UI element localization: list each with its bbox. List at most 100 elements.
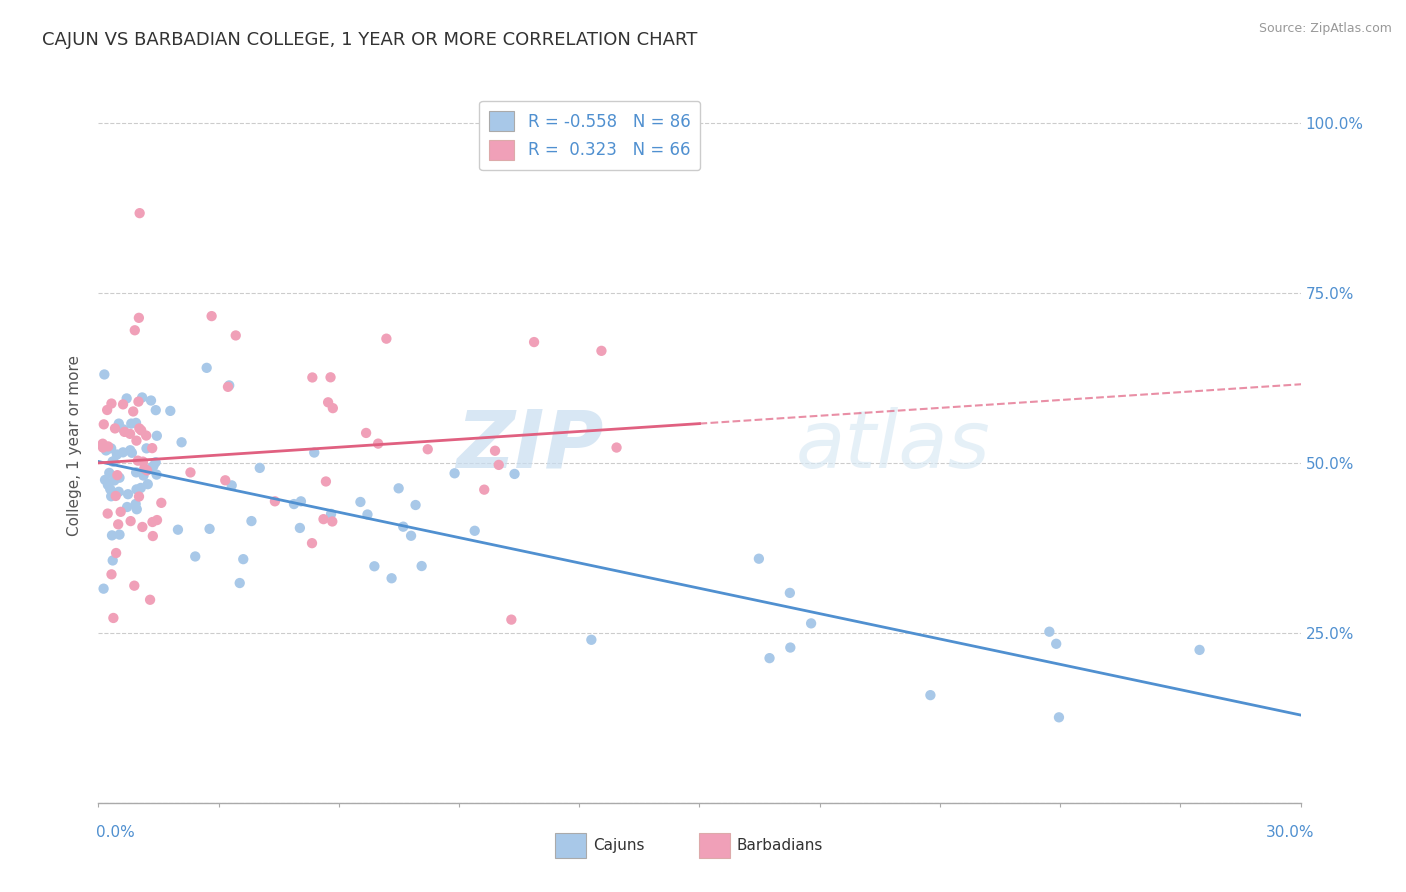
Point xyxy=(381,571,404,585)
Point xyxy=(523,334,546,349)
Point xyxy=(100,396,122,410)
Point xyxy=(108,471,131,485)
Point xyxy=(232,552,254,566)
Point xyxy=(124,323,146,337)
Point xyxy=(375,332,398,346)
Point xyxy=(115,392,138,406)
Point xyxy=(606,441,628,455)
Point xyxy=(97,439,120,453)
Point xyxy=(101,553,124,567)
Point xyxy=(221,478,243,492)
Point xyxy=(94,440,117,454)
Point xyxy=(388,481,411,495)
Point xyxy=(472,483,495,497)
Point xyxy=(195,360,218,375)
Point xyxy=(249,461,271,475)
Point xyxy=(503,467,526,481)
Point xyxy=(141,515,163,529)
Point xyxy=(240,514,263,528)
Point xyxy=(93,368,115,382)
Point xyxy=(443,467,465,481)
Point xyxy=(120,426,142,441)
Point xyxy=(125,502,148,516)
Point xyxy=(411,559,433,574)
Point xyxy=(363,559,385,574)
Point xyxy=(104,421,127,435)
Point xyxy=(139,592,162,607)
Point xyxy=(319,370,342,384)
Text: ZIP: ZIP xyxy=(456,407,603,485)
Point xyxy=(112,422,135,436)
Point xyxy=(218,378,240,392)
Text: Source: ZipAtlas.com: Source: ZipAtlas.com xyxy=(1258,22,1392,36)
Point xyxy=(135,442,157,456)
Point xyxy=(228,576,250,591)
Point xyxy=(107,484,129,499)
Point xyxy=(290,494,312,508)
Point xyxy=(138,462,160,476)
Point xyxy=(142,529,165,543)
Point xyxy=(108,417,131,431)
Text: 30.0%: 30.0% xyxy=(1267,825,1315,839)
Point xyxy=(179,466,201,480)
Point xyxy=(97,507,120,521)
Point xyxy=(110,505,132,519)
Point xyxy=(122,404,145,418)
FancyBboxPatch shape xyxy=(555,833,586,858)
Point xyxy=(101,528,124,542)
FancyBboxPatch shape xyxy=(699,833,730,858)
Point xyxy=(354,425,377,440)
Point xyxy=(132,468,155,483)
Point xyxy=(146,429,169,443)
Point xyxy=(128,206,150,220)
Point xyxy=(288,521,311,535)
Point xyxy=(100,567,122,582)
Point xyxy=(100,489,122,503)
Point xyxy=(146,513,169,527)
Point xyxy=(758,651,780,665)
Point xyxy=(1303,691,1326,706)
Point xyxy=(96,403,118,417)
Point xyxy=(304,445,326,459)
Point xyxy=(170,435,193,450)
Point xyxy=(127,394,149,409)
Point xyxy=(134,461,156,475)
Point xyxy=(321,515,343,529)
Point xyxy=(127,453,149,467)
Point xyxy=(264,494,287,508)
Point xyxy=(112,397,135,411)
Point xyxy=(312,512,335,526)
Point xyxy=(301,536,323,550)
Point xyxy=(104,489,127,503)
Point xyxy=(131,520,153,534)
Point xyxy=(129,481,152,495)
Point xyxy=(91,436,114,450)
Point xyxy=(217,380,239,394)
Point xyxy=(301,370,323,384)
Point xyxy=(125,466,148,480)
Point xyxy=(748,551,770,566)
Y-axis label: College, 1 year or more: College, 1 year or more xyxy=(67,356,83,536)
Point xyxy=(120,443,142,458)
Point xyxy=(128,421,150,435)
Point xyxy=(167,523,190,537)
Point xyxy=(184,549,207,564)
Point xyxy=(198,522,221,536)
Point xyxy=(1047,710,1070,724)
Point xyxy=(128,490,150,504)
Point xyxy=(103,474,125,488)
Point xyxy=(98,483,121,497)
Point xyxy=(283,497,305,511)
Point xyxy=(1038,624,1060,639)
Point xyxy=(105,546,128,560)
Point xyxy=(120,514,142,528)
Point xyxy=(105,448,128,462)
Point xyxy=(1188,643,1211,657)
Point xyxy=(145,455,167,469)
Point xyxy=(315,475,337,489)
Point xyxy=(145,403,167,417)
Point xyxy=(107,517,129,532)
Point xyxy=(103,611,125,625)
Point xyxy=(125,483,148,497)
Point xyxy=(131,391,153,405)
